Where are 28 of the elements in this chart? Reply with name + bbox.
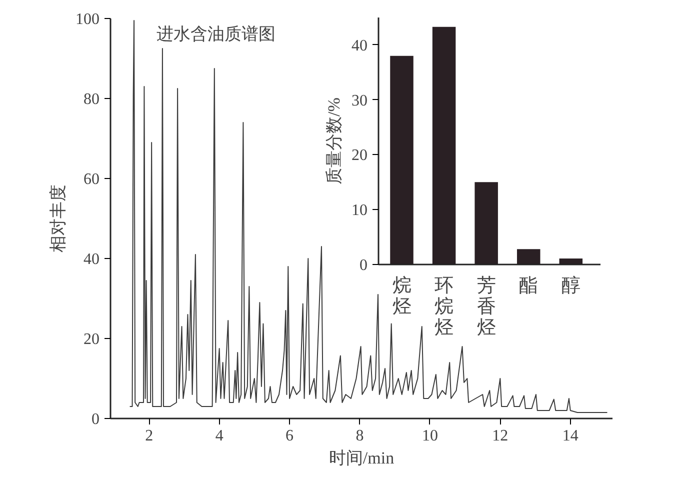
- x-tick-label: 烷烃: [392, 276, 412, 318]
- x-tick-label: 环烷烃: [434, 276, 454, 338]
- y-axis-title: 质量分数/%: [324, 98, 344, 184]
- x-axis-title: 时间/min: [328, 448, 395, 468]
- x-tick-label: 4: [215, 428, 224, 444]
- y-tick-label: 60: [84, 171, 100, 188]
- line-series: [129, 20, 608, 413]
- y-tick-label: 30: [352, 92, 368, 110]
- y-axis-title: 相对丰度: [48, 184, 68, 252]
- x-tick-label: 6: [286, 428, 294, 444]
- x-tick-label: 2: [145, 428, 154, 444]
- y-tick-label: 10: [352, 202, 368, 220]
- y-tick-label: 20: [84, 331, 100, 348]
- x-tick-label: 芳香烃: [476, 276, 496, 338]
- y-tick-label: 20: [352, 147, 368, 164]
- y-tick-label: 100: [76, 11, 100, 28]
- x-tick-label: 14: [562, 428, 578, 444]
- x-tick-label: 8: [356, 428, 364, 444]
- y-tick-label: 0: [360, 257, 368, 274]
- y-tick-label: 40: [352, 37, 368, 54]
- x-tick-label: 酯: [519, 276, 538, 296]
- chart-title: 进水含油质谱图: [156, 24, 276, 44]
- x-tick-label: 12: [492, 428, 508, 444]
- x-tick-label: 醇: [561, 276, 580, 296]
- y-tick-label: 0: [92, 411, 100, 428]
- y-tick-label: 80: [84, 91, 100, 108]
- x-tick-label: 10: [422, 428, 438, 444]
- y-tick-label: 40: [84, 251, 100, 268]
